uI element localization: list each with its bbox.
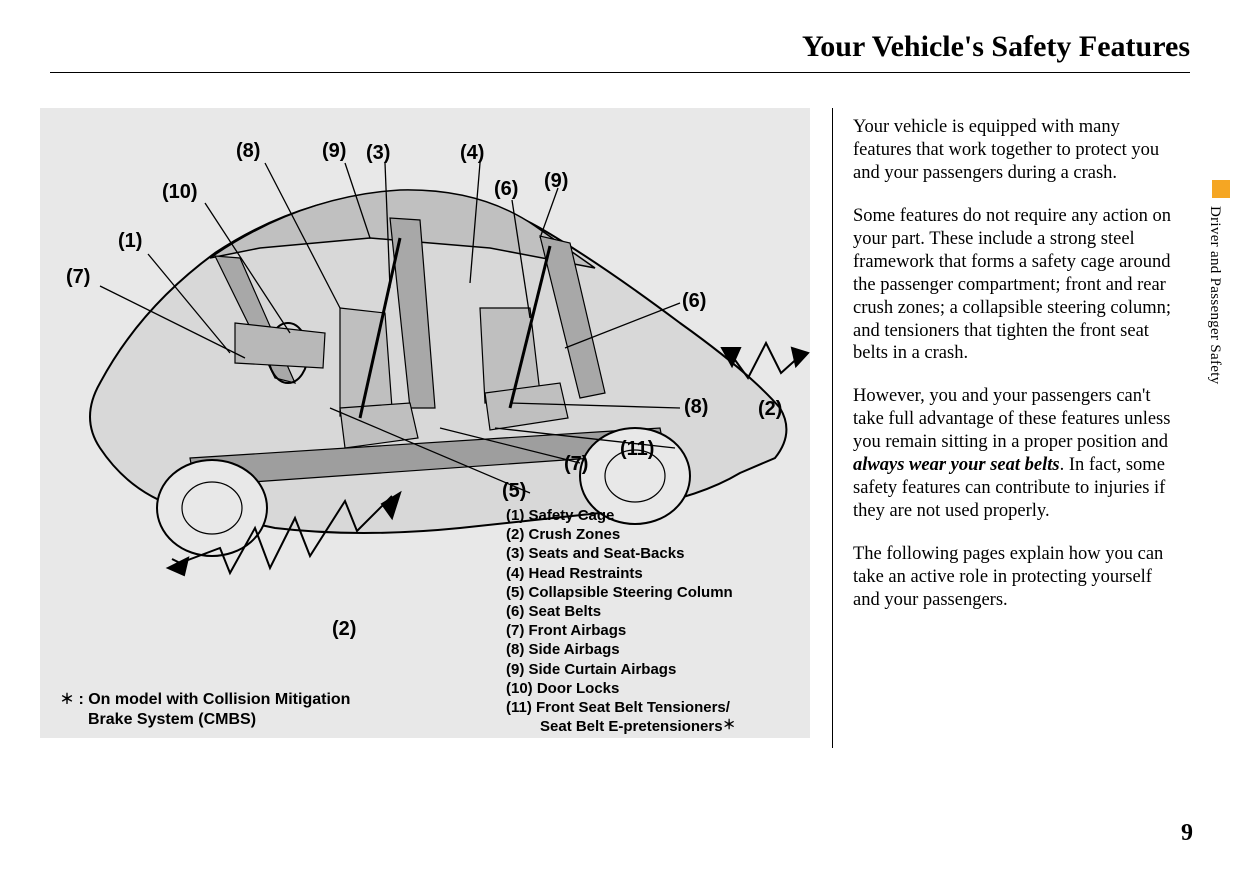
safety-diagram: (8) (9) (3) (4) (6) (9) (10) (1) (7) (6)… [40, 108, 810, 738]
callout-9b: (9) [544, 170, 568, 193]
legend-6: (6) Seat Belts [506, 602, 736, 621]
callout-2b: (2) [758, 398, 782, 421]
page-title: Your Vehicle's Safety Features [50, 30, 1190, 64]
callout-6a: (6) [494, 178, 518, 201]
body-p1: Your vehicle is equipped with many featu… [853, 116, 1182, 185]
title-bar: Your Vehicle's Safety Features [50, 30, 1190, 73]
legend-11b: Seat Belt E-pretensioners＊ [506, 717, 736, 736]
legend-3: (3) Seats and Seat-Backs [506, 544, 736, 563]
content-row: (8) (9) (3) (4) (6) (9) (10) (1) (7) (6)… [40, 108, 1200, 748]
tab-marker-icon [1212, 180, 1230, 198]
legend-5: (5) Collapsible Steering Column [506, 583, 736, 602]
callout-5: (5) [502, 480, 526, 503]
callout-4: (4) [460, 142, 484, 165]
callout-2a: (2) [332, 618, 356, 641]
section-tab: Driver and Passenger Safety [1206, 180, 1236, 460]
figure-column: (8) (9) (3) (4) (6) (9) (10) (1) (7) (6)… [40, 108, 810, 748]
legend-7: (7) Front Airbags [506, 621, 736, 640]
legend-11a: (11) Front Seat Belt Tensioners/ [506, 698, 736, 717]
callout-3: (3) [366, 142, 390, 165]
callout-6b: (6) [682, 290, 706, 313]
diagram-legend: (1) Safety Cage (2) Crush Zones (3) Seat… [506, 506, 736, 736]
body-p4: The following pages explain how you can … [853, 543, 1182, 612]
callout-7b: (7) [564, 453, 588, 476]
legend-8: (8) Side Airbags [506, 640, 736, 659]
callout-7a: (7) [66, 266, 90, 289]
page-number: 9 [1181, 820, 1193, 847]
body-p2: Some features do not require any action … [853, 205, 1182, 366]
body-p3: However, you and your passengers can't t… [853, 385, 1182, 523]
legend-9: (9) Side Curtain Airbags [506, 660, 736, 679]
legend-10: (10) Door Locks [506, 679, 736, 698]
callout-10: (10) [162, 181, 198, 204]
callout-11: (11) [620, 438, 654, 461]
legend-4: (4) Head Restraints [506, 564, 736, 583]
tab-label: Driver and Passenger Safety [1206, 206, 1223, 384]
legend-1: (1) Safety Cage [506, 506, 736, 525]
callout-1: (1) [118, 230, 142, 253]
callout-8a: (8) [236, 140, 260, 163]
legend-2: (2) Crush Zones [506, 525, 736, 544]
body-text-column: Your vehicle is equipped with many featu… [832, 108, 1182, 748]
diagram-footnote: ＊ : On model with Collision Mitigation B… [60, 690, 350, 730]
callout-9a: (9) [322, 140, 346, 163]
callout-8b: (8) [684, 396, 708, 419]
